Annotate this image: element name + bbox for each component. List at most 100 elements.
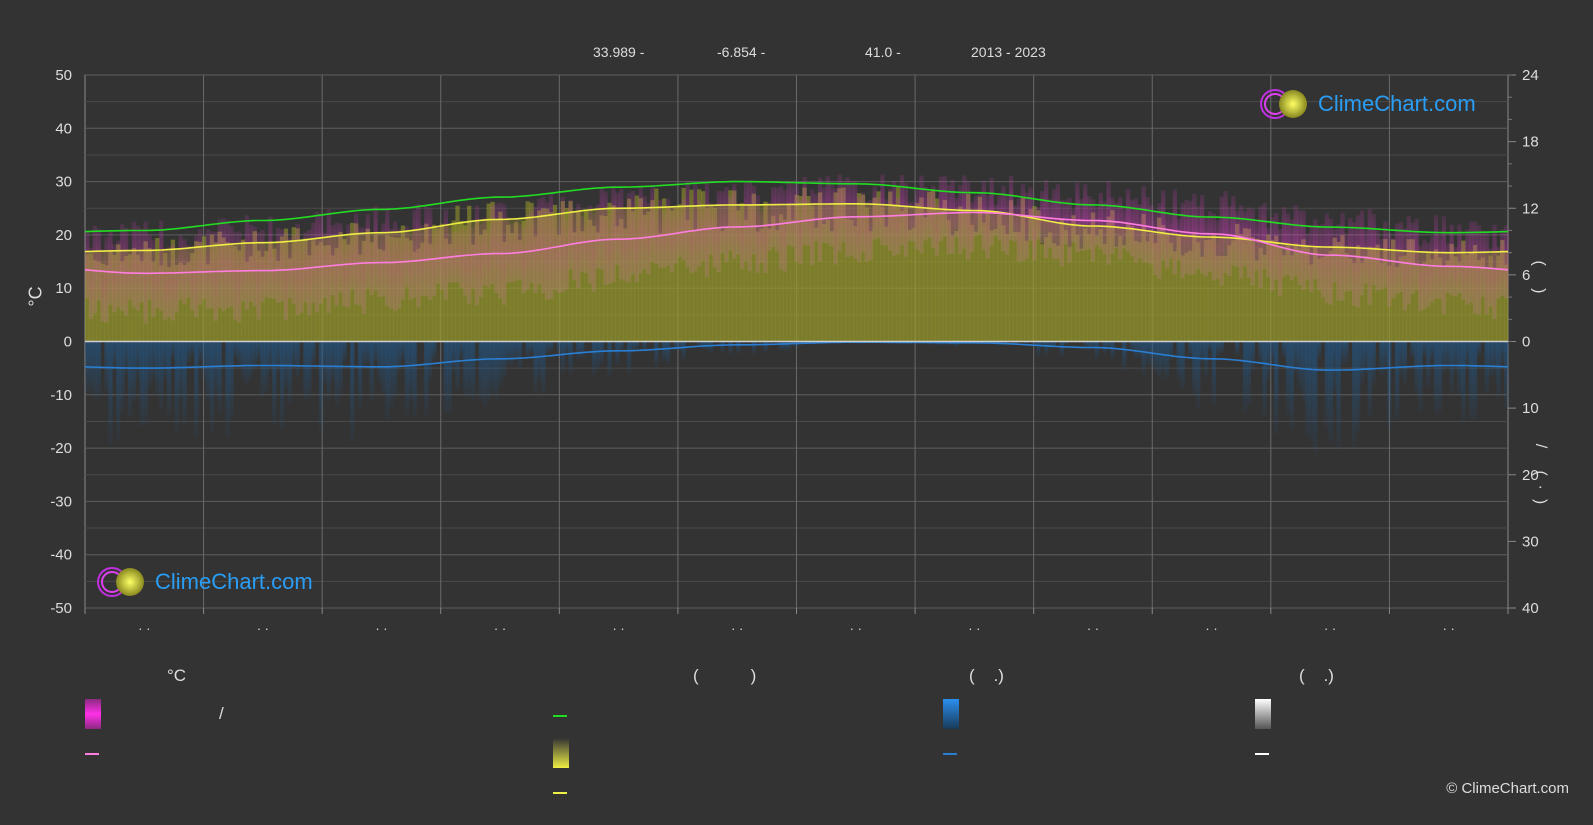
sunshine-day-bar [1071, 215, 1076, 342]
right-bottom-tick-label: 40 [1522, 600, 1539, 617]
temp-day-bar [1254, 221, 1259, 271]
sunshine-day-bar [1083, 228, 1088, 342]
temp-day-bar [954, 198, 959, 238]
temp-day-bar [580, 215, 585, 273]
rain-day-bar [1086, 341, 1092, 350]
temp-day-bar [100, 249, 105, 322]
rain-day-bar [1246, 341, 1252, 405]
temp-day-bar [724, 186, 729, 263]
temp-day-bar [174, 250, 179, 313]
rain-day-bar [541, 341, 546, 395]
temp-day-bar [1238, 205, 1244, 279]
rain-day-bar [1153, 341, 1158, 373]
sunshine-day-bar [1036, 210, 1041, 342]
legend-col1-header: °C [167, 666, 187, 685]
sunshine-day-bar [1129, 225, 1135, 342]
sunshine-day-bar [435, 228, 441, 342]
sunshine-day-bar [985, 210, 990, 342]
rain-day-bar [147, 341, 152, 389]
temp-day-bar [342, 238, 347, 307]
sunshine-day-bar [1172, 251, 1178, 342]
temp-day-bar [595, 204, 601, 269]
rain-day-bar [1281, 341, 1287, 357]
temp-day-bar [1336, 224, 1341, 301]
temp-day-bar [545, 202, 550, 300]
rain-day-bar [490, 341, 495, 394]
rain-day-bar [498, 341, 503, 387]
sunshine-day-bar [837, 188, 842, 342]
rain-day-bar [295, 341, 300, 378]
right-top-tick-label: 18 [1522, 134, 1539, 151]
temp-day-bar [400, 232, 406, 300]
rain-day-bar [1332, 341, 1337, 393]
temp-day-bar [307, 230, 312, 316]
temp-day-bar [205, 229, 211, 309]
sunshine-day-bar [856, 193, 862, 342]
temp-day-bar [1051, 189, 1057, 260]
rain-day-bar [1094, 341, 1100, 359]
sunshine-day-bar [1133, 240, 1139, 342]
rain-day-bar [131, 341, 137, 401]
sunshine-day-bar [654, 188, 659, 342]
sunshine-day-bar [864, 207, 870, 342]
rain-day-bar [767, 341, 772, 344]
rain-day-bar [424, 341, 429, 416]
rain-day-bar [1379, 341, 1384, 377]
rain-day-bar [790, 341, 795, 344]
temp-day-bar [252, 226, 257, 307]
temp-day-bar [1168, 213, 1174, 259]
rain-day-bar [576, 341, 581, 360]
logo-bottom[interactable]: ClimeChart.com [95, 565, 313, 599]
sunshine-day-bar [1219, 256, 1224, 342]
rain-day-bar [463, 341, 468, 398]
temp-day-bar [1012, 205, 1018, 242]
sunshine-day-bar [743, 219, 749, 342]
rain-day-bar [1129, 341, 1135, 350]
temp-day-bar [642, 196, 647, 270]
sunshine-day-bar [1020, 197, 1025, 342]
sunshine-day-bar [178, 262, 183, 342]
sunshine-day-bar [938, 210, 944, 342]
rain-day-bar [1313, 341, 1318, 454]
sunshine-day-bar [1281, 255, 1287, 342]
header-years: 2013 - 2023 [971, 44, 1046, 60]
rain-day-bar [1207, 341, 1213, 351]
rain-day-bar [186, 341, 191, 363]
logo-top[interactable]: ClimeChart.com [1258, 87, 1476, 121]
sunshine-day-bar [595, 232, 601, 342]
temp-day-bar [1047, 199, 1053, 248]
sunshine-day-bar [681, 187, 686, 342]
rain-day-bar [377, 341, 382, 384]
legend-col4-header: ( .) [1299, 666, 1334, 685]
sunshine-day-bar [1359, 262, 1365, 342]
temp-day-bar [786, 181, 792, 246]
temp-day-bar [135, 225, 140, 311]
temp-day-bar [1422, 239, 1427, 309]
temp-day-bar [720, 191, 725, 254]
temp-day-bar [1176, 218, 1181, 261]
legend-col1-row1: / [219, 704, 224, 723]
temp-day-bar [1461, 242, 1466, 300]
temp-day-bar [810, 189, 815, 266]
temp-day-bar [431, 230, 437, 297]
temp-day-bar [92, 225, 98, 314]
temp-day-bar [151, 239, 156, 318]
sunshine-day-bar [1305, 245, 1310, 342]
temp-day-bar [853, 180, 858, 259]
sunshine-day-bar [1266, 234, 1271, 342]
temp-day-bar [1492, 224, 1497, 320]
temp-day-bar [681, 198, 686, 261]
rain-day-bar [178, 341, 183, 400]
temp-day-bar [1192, 193, 1197, 275]
temp-day-bar [700, 204, 706, 262]
sunshine-day-bar [685, 220, 690, 342]
sunshine-day-bar [895, 186, 901, 342]
sunshine-day-bar [1110, 210, 1115, 342]
sunshine-day-bar [708, 206, 714, 342]
rain-day-bar [517, 341, 523, 370]
right-top-tick-label: 24 [1522, 67, 1539, 84]
sunshine-day-bar [1180, 255, 1185, 342]
temp-day-bar [1375, 229, 1380, 291]
sunshine-day-bar [580, 231, 585, 342]
